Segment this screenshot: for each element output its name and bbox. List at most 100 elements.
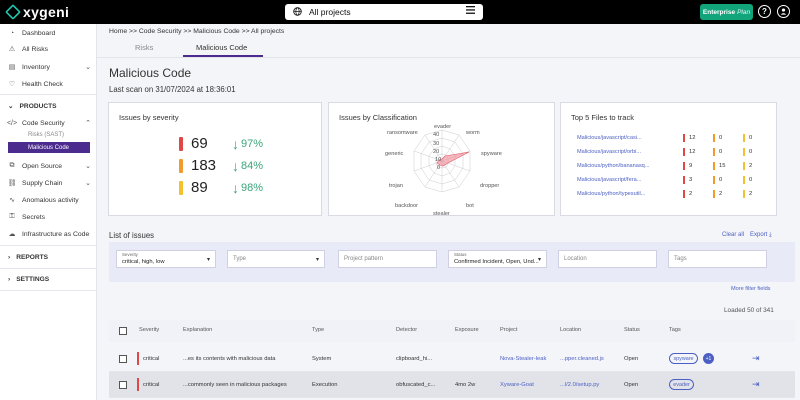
sidebar-item-inventory[interactable]: ▤ Inventory ⌄ <box>0 60 97 74</box>
inventory-icon: ▤ <box>8 64 16 71</box>
medium-value: 2 <box>749 190 753 197</box>
sidebar-section-reports[interactable]: › REPORTS <box>8 254 48 261</box>
column-header-severity[interactable]: Severity <box>139 327 160 333</box>
row-checkbox[interactable] <box>119 355 127 363</box>
column-header-type[interactable]: Type <box>312 327 325 333</box>
file-link[interactable]: Malicious/javascript/fera... <box>577 176 642 183</box>
cell-project-link[interactable]: Xyware-Goat <box>500 382 534 388</box>
cell-location-link[interactable]: ...l/2.0/setup.py <box>560 382 600 388</box>
more-filter-fields-link[interactable]: More filter fields <box>731 286 771 292</box>
column-header-location[interactable]: Location <box>560 327 582 333</box>
sidebar-item-label: Anomalous activity <box>22 196 79 204</box>
tag-chip[interactable]: evader <box>669 379 694 390</box>
column-header-status[interactable]: Status <box>624 327 640 333</box>
open-detail-icon[interactable]: ⇥ <box>752 353 760 363</box>
column-header-explanation[interactable]: Explanation <box>183 327 213 333</box>
sidebar-item-code-security[interactable]: </> Code Security ⌃ <box>0 116 97 130</box>
sidebar-item-label: Code Security <box>22 119 65 127</box>
radar-label-stealer: stealer <box>433 211 450 217</box>
clear-all-link[interactable]: Clear all <box>722 232 745 238</box>
status-filter[interactable]: Status Confirmed Incident, Open, Und... … <box>448 250 547 268</box>
medium-value: 0 <box>749 134 753 141</box>
sidebar-item-dashboard[interactable]: ◔ Dashboard <box>0 26 97 40</box>
critical-cell: 3 <box>683 175 692 184</box>
critical-marker <box>683 147 685 156</box>
sidebar-section-settings[interactable]: › SETTINGS <box>8 276 49 283</box>
cell-location-link[interactable]: ...pper.cleaned.js <box>560 356 604 362</box>
sidebar-section-products[interactable]: ⌄ PRODUCTS <box>8 102 57 111</box>
filter-value: Confirmed Incident, Open, Und... <box>454 259 539 265</box>
radar-tick: 0 <box>437 165 441 171</box>
sidebar-item-label: Inventory <box>22 63 50 71</box>
row-checkbox[interactable] <box>119 381 127 389</box>
severity-filter[interactable]: Severity critical, high, low ▾ <box>116 250 216 268</box>
sidebar-item-label: All Risks <box>22 45 49 53</box>
high-value: 15 <box>719 162 726 169</box>
radar-chart[interactable] <box>329 103 556 217</box>
sidebar-item-supply-chain[interactable]: ⛓ Supply Chain ⌄ <box>0 176 97 190</box>
chevron-right-icon: › <box>8 276 11 283</box>
file-link[interactable]: Malicious/javascript/casi... <box>577 134 642 141</box>
column-header-project[interactable]: Project <box>500 327 518 333</box>
filter-placeholder: Type <box>233 256 247 262</box>
sidebar-item-label: Supply Chain <box>22 179 63 187</box>
sidebar-item-open-source[interactable]: ⧉ Open Source ⌄ <box>0 159 97 173</box>
more-tags-badge[interactable]: +1 <box>703 353 714 364</box>
sidebar-item-secrets[interactable]: ⚿ Secrets <box>0 210 97 224</box>
file-link[interactable]: Malicious/python/typesutil... <box>577 190 646 197</box>
project-pattern-input[interactable]: Project pattern <box>338 250 437 268</box>
high-marker <box>713 133 715 142</box>
location-input[interactable]: Location <box>558 250 657 268</box>
sidebar-item-risks-sast[interactable]: Risks (SAST) <box>28 132 64 138</box>
radar-label-spyware: spyware <box>481 151 502 157</box>
open-detail-icon[interactable]: ⇥ <box>752 379 760 389</box>
project-selector[interactable]: All projects <box>285 4 483 20</box>
critical-pct: 97% <box>241 137 264 150</box>
sidebar-item-health-check[interactable]: ♡ Health Check <box>0 77 97 91</box>
type-filter[interactable]: Type ▾ <box>227 250 325 268</box>
cell-project-link[interactable]: Nova-Stealer-leak <box>500 356 547 362</box>
critical-value: 12 <box>689 134 696 141</box>
plan-button[interactable]: Enterprise Plan <box>700 4 753 20</box>
column-header-detector[interactable]: Detector <box>396 327 418 333</box>
help-icon-glyph: ? <box>762 7 767 16</box>
severity-row-critical[interactable]: 69 ↓ 97% <box>179 135 263 152</box>
file-link[interactable]: Malicious/javascript/orbi... <box>577 148 642 155</box>
column-header-exposure[interactable]: Exposure <box>455 327 479 333</box>
last-scan: Last scan on 31/07/2024 at 18:36:01 <box>109 85 236 94</box>
chevron-down-icon: ⌄ <box>85 180 91 187</box>
breadcrumb[interactable]: Home >> Code Security >> Malicious Code … <box>109 28 285 35</box>
radar-label-bot: bot <box>466 203 474 209</box>
divider <box>0 290 97 291</box>
table-row[interactable]: critical ...commonly seen in malicious p… <box>109 372 795 398</box>
menu-icon[interactable] <box>466 6 475 17</box>
tag-chip[interactable]: spyware <box>669 353 698 364</box>
cell-exposure: 4mo 2w <box>455 382 476 388</box>
tab-malicious-code[interactable]: Malicious Code <box>196 43 248 52</box>
medium-value: 0 <box>749 148 753 155</box>
cell-status: Open <box>624 356 639 362</box>
high-marker <box>713 147 715 156</box>
logo[interactable]: xygeni <box>5 4 69 20</box>
select-all-checkbox[interactable] <box>119 327 127 335</box>
tab-risks[interactable]: Risks <box>135 43 154 52</box>
main-content: Home >> Code Security >> Malicious Code … <box>97 24 800 400</box>
severity-row-high[interactable]: 183 ↓ 84% <box>179 157 263 174</box>
sidebar-item-malicious-code[interactable]: Malicious Code <box>8 142 90 153</box>
severity-row-medium[interactable]: 89 ↓ 98% <box>179 179 263 196</box>
help-icon[interactable]: ? <box>758 5 771 18</box>
sidebar-item-label: Infrastructure as Code <box>22 230 90 238</box>
file-link[interactable]: Malicious/python/bananasq... <box>577 162 650 169</box>
plan-name: Plan <box>737 8 751 16</box>
sidebar-item-all-risks[interactable]: ⚠ All Risks <box>0 42 97 56</box>
table-row[interactable]: critical ...es its contents with malicio… <box>109 346 795 372</box>
medium-value: 0 <box>749 176 753 183</box>
user-icon[interactable] <box>777 5 790 18</box>
export-label: Export <box>750 232 768 238</box>
globe-icon <box>293 6 302 18</box>
sidebar-item-anomalous-activity[interactable]: ∿ Anomalous activity <box>0 193 97 207</box>
sidebar-item-iac[interactable]: ☁ Infrastructure as Code <box>0 227 97 241</box>
column-header-tags[interactable]: Tags <box>669 327 681 333</box>
tags-input[interactable]: Tags <box>668 250 767 268</box>
export-link[interactable]: Export ⤓ <box>750 232 772 239</box>
